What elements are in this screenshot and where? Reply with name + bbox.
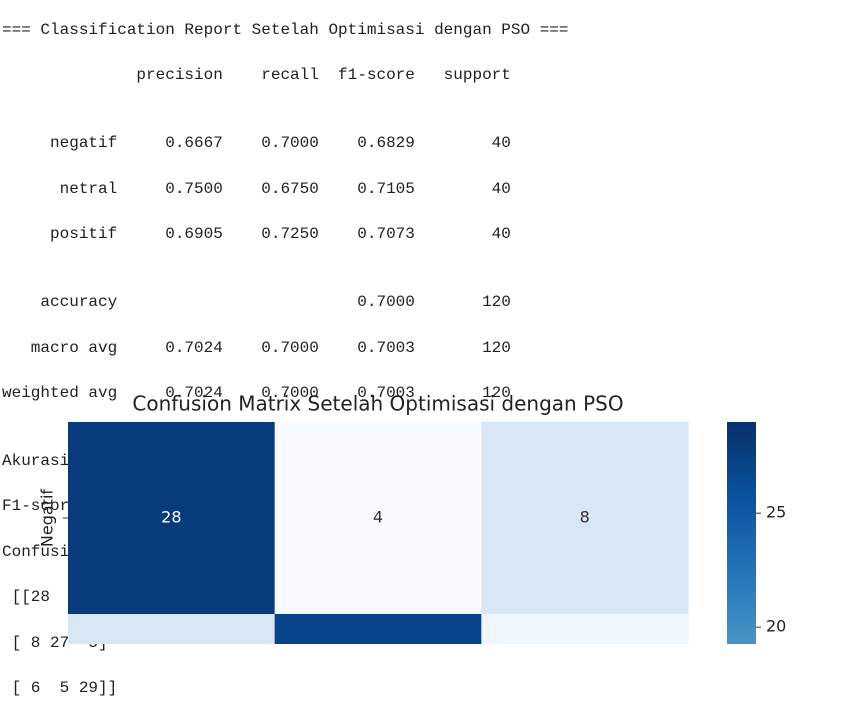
colorbar-tick-label: 20 [766, 617, 786, 636]
report-summary: macro avg 0.7024 0.7000 0.7003 120 [2, 338, 511, 357]
heatmap-cell [481, 614, 689, 644]
colorbar [727, 422, 756, 644]
report-header: precision recall f1-score support [2, 66, 511, 85]
report-summary: accuracy 0.7000 120 [2, 293, 511, 312]
report-summary: weighted avg 0.7024 0.7000 0.7003 120 [2, 383, 511, 402]
cell-label: 8 [580, 508, 590, 527]
report-title: === Classification Report Setelah Optimi… [2, 20, 569, 39]
heatmap-cell [274, 614, 482, 644]
colorbar-tick-label: 25 [766, 503, 786, 522]
chart: Confusion Matrix Setelah Optimisasi deng… [38, 392, 786, 644]
heatmap-cell [68, 422, 276, 615]
heatmap-cell [68, 614, 276, 644]
cell-label: 4 [373, 508, 383, 527]
heatmap-cell [274, 422, 482, 615]
output-line: [ 6 5 29]] [2, 679, 118, 698]
report-row: netral 0.7500 0.6750 0.7105 40 [2, 179, 511, 198]
report-row: positif 0.6905 0.7250 0.7073 40 [2, 225, 511, 244]
chart-title: Confusion Matrix Setelah Optimisasi deng… [132, 392, 623, 416]
cell-label: 28 [161, 508, 181, 527]
y-tick-label: Negatif [38, 489, 57, 547]
heatmap-cell [481, 422, 689, 615]
page: {"output":{"report_title":"=== Classific… [2, 20, 787, 698]
report-row: negatif 0.6667 0.7000 0.6829 40 [2, 134, 511, 153]
